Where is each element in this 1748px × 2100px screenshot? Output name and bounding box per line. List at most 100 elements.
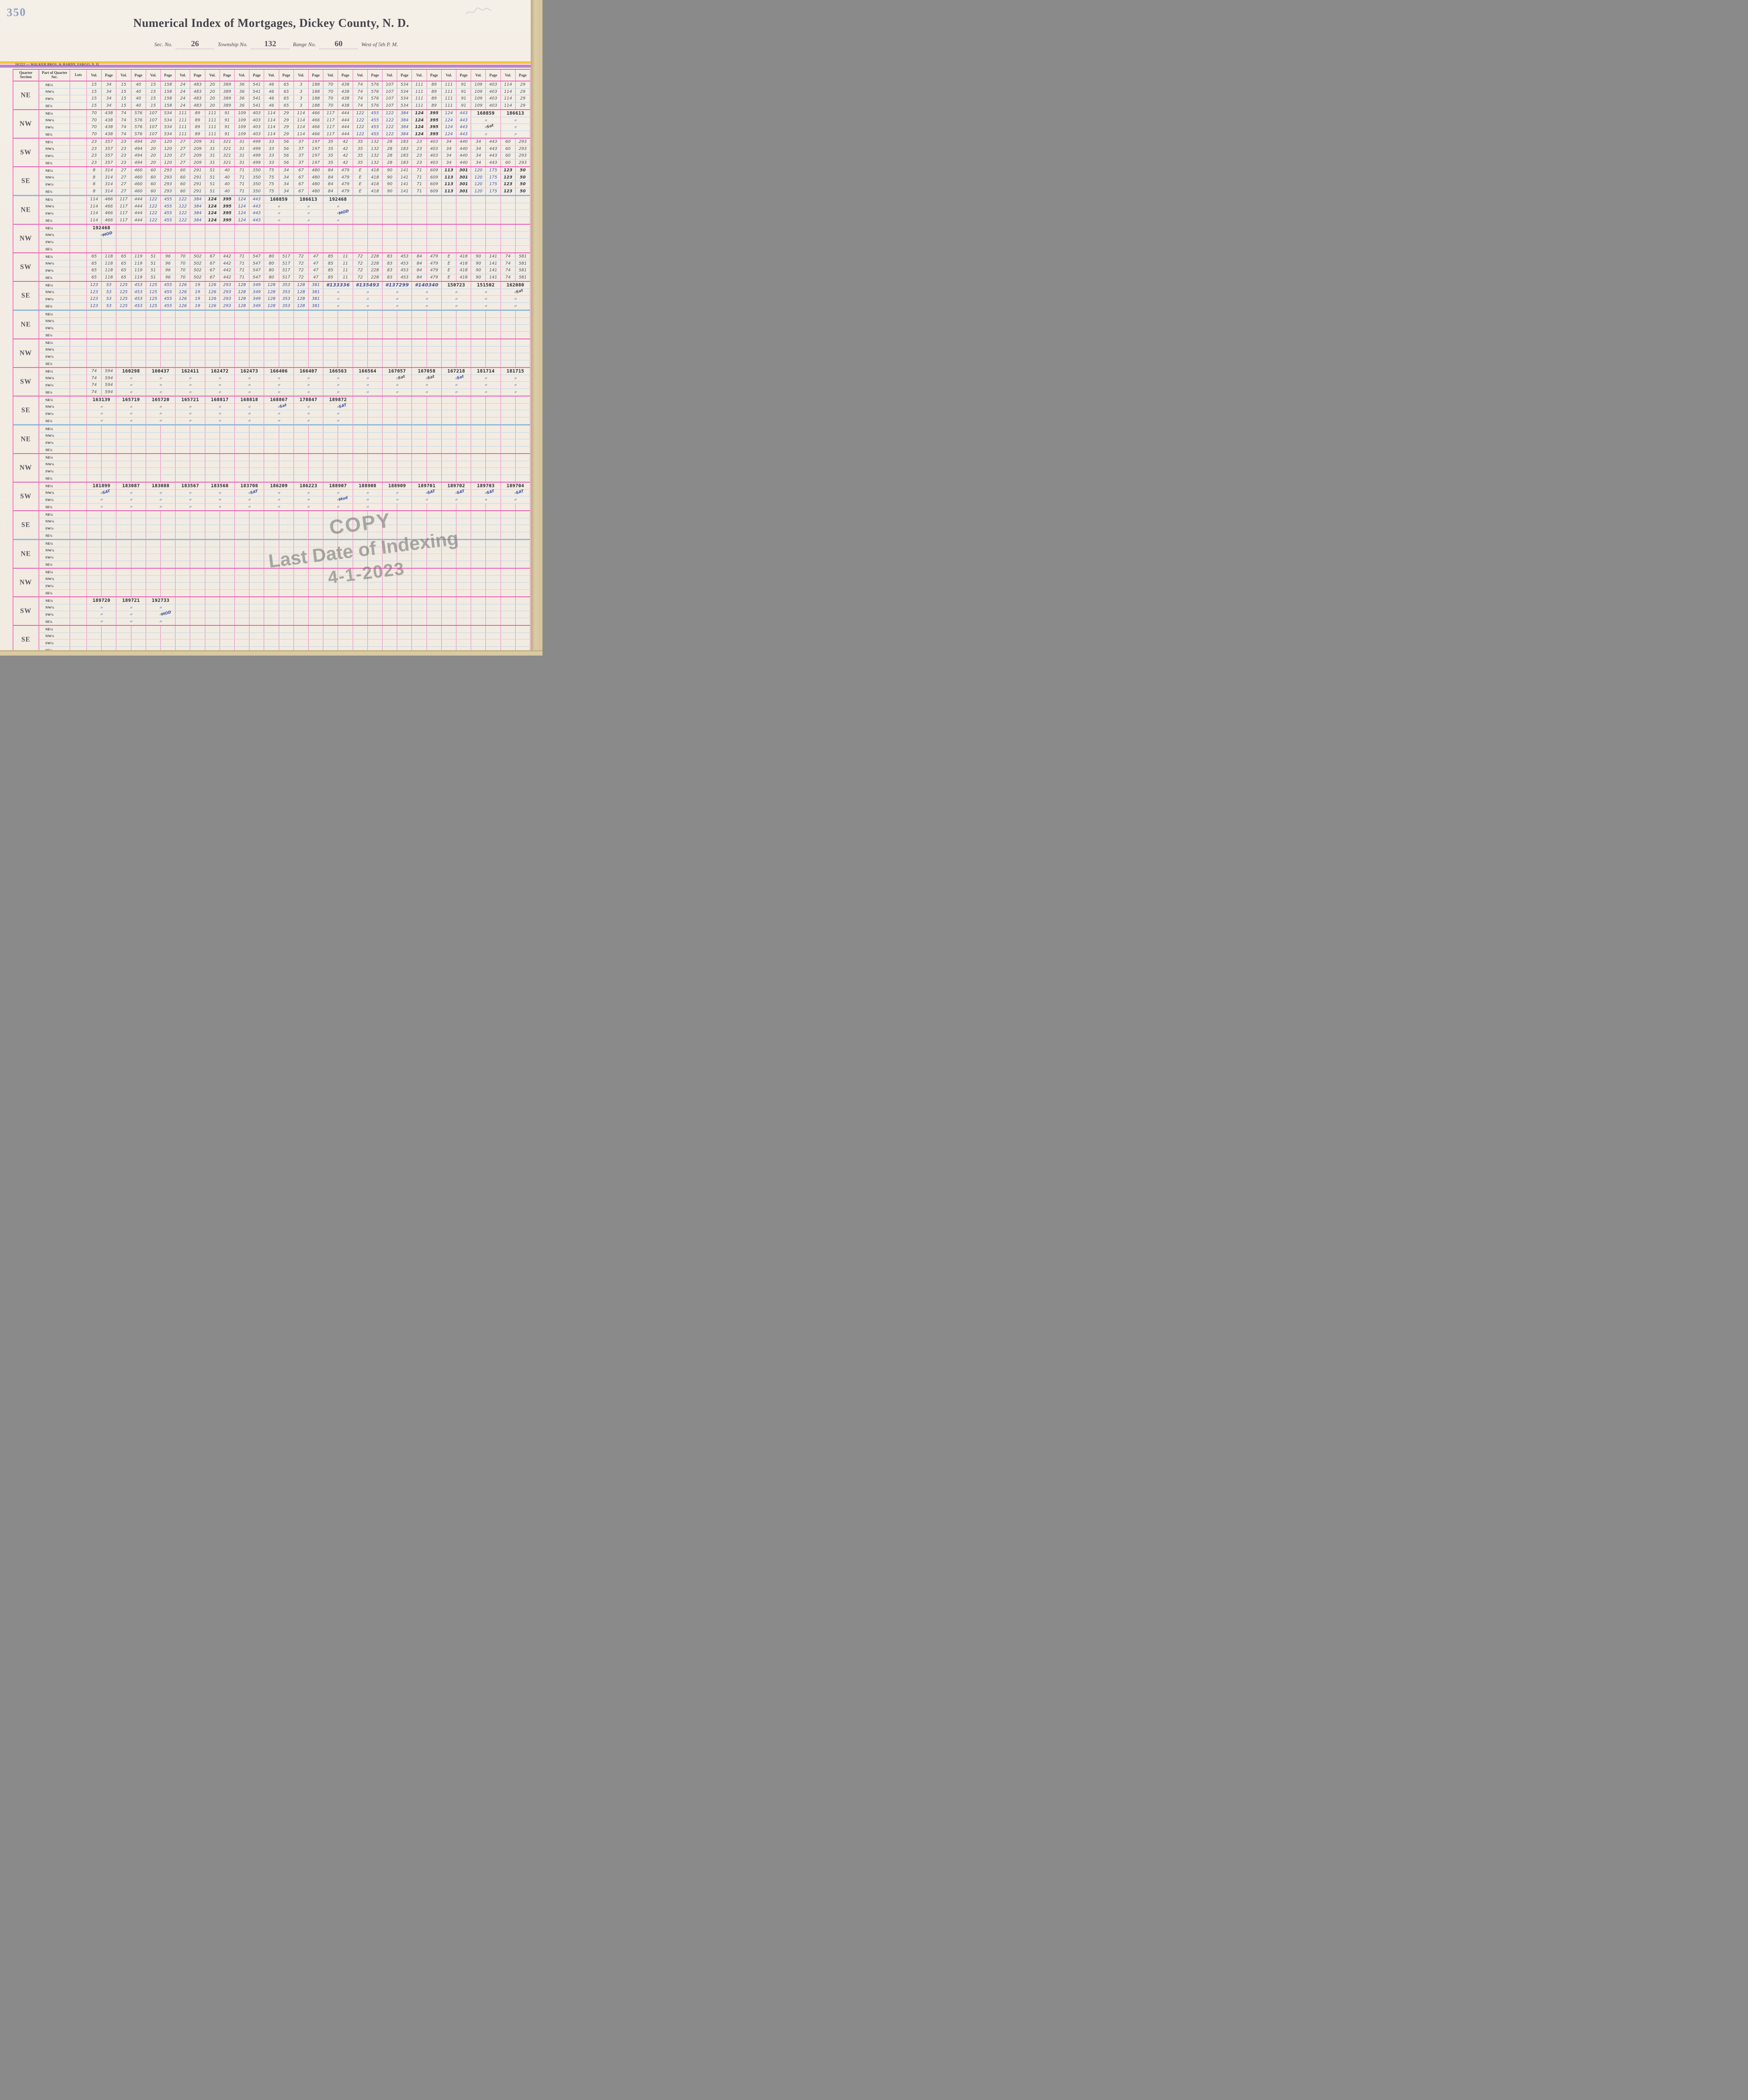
lots-cell [70, 646, 87, 654]
vol-page-cell [412, 468, 442, 475]
lots-cell [70, 95, 87, 102]
vol-page-cell [412, 640, 442, 646]
table-row: NW¼ [39, 547, 531, 554]
page-value: 403 [249, 117, 265, 123]
empty-page-cell [131, 518, 146, 525]
header-vol-page-pair: Vol. Page [205, 70, 235, 81]
vol-page-cell: 189721 [116, 597, 146, 604]
empty-vol-cell [471, 339, 486, 346]
empty-vol-cell [264, 475, 279, 482]
vol-page-cell [501, 525, 531, 532]
vol-page-cell: 181714 [471, 368, 501, 375]
vol-page-cell [205, 597, 235, 604]
empty-vol-cell [146, 318, 161, 324]
stamped-instrument-number: 166564 [353, 368, 383, 375]
page-value: 29 [516, 95, 531, 102]
vol-page-cell [205, 547, 235, 554]
empty-page-cell [309, 318, 324, 324]
vol-page-cell [383, 561, 412, 568]
empty-vol-cell [176, 525, 191, 532]
vol-page-cell [471, 396, 501, 403]
empty-page-cell [309, 346, 324, 353]
empty-vol-cell [294, 611, 309, 618]
table-row: NE¼ 192468 [39, 225, 531, 232]
empty-page-cell [397, 311, 412, 318]
lots-cell [70, 274, 87, 281]
vol-page-cell: 111 91 [442, 102, 472, 109]
table-row: NW¼ [39, 575, 531, 583]
vol-page-cell: 〃 [205, 382, 235, 388]
page-value: 11 [338, 253, 353, 260]
empty-page-cell [368, 439, 383, 446]
empty-page-cell [456, 468, 472, 475]
empty-page-cell [279, 518, 294, 525]
stamped-instrument-number: 189720 [87, 597, 117, 604]
vol-page-cell [501, 618, 531, 625]
vol-value: 90 [383, 174, 398, 181]
empty-page-cell [516, 468, 531, 475]
empty-vol-cell [442, 589, 457, 596]
vol-page-cell [442, 446, 472, 453]
vol-page-cell: 181715 [501, 368, 531, 375]
vol-page-cell: 125 455 [146, 282, 176, 289]
vol-value: 70 [176, 267, 191, 274]
vol-page-cell: 65 119 [116, 253, 146, 260]
vol-page-cell [471, 318, 501, 324]
empty-page-cell [338, 225, 353, 231]
vol-page-cell: 15 40 [116, 102, 146, 109]
vol-page-cell: 70 502 [176, 253, 205, 260]
empty-vol-cell [116, 540, 131, 547]
page-value: 141 [486, 253, 501, 260]
page-value: 502 [190, 260, 205, 267]
empty-page-cell [368, 554, 383, 561]
page-value: 357 [102, 159, 117, 166]
vol-page-cell [235, 325, 265, 331]
quarter-section-block: NW NE¼ NW¼ SW¼ SE¼ [13, 338, 531, 368]
empty-vol-cell [176, 511, 191, 518]
vol-page-cell [353, 461, 383, 467]
vol-page-cell: 80 517 [264, 253, 294, 260]
empty-page-cell [249, 331, 265, 339]
vol-page-cell [353, 646, 383, 654]
vol-page-cell [501, 432, 531, 439]
page-value: 440 [456, 152, 472, 159]
empty-vol-cell [87, 547, 102, 554]
empty-vol-cell [412, 569, 427, 575]
vol-page-cell [501, 561, 531, 568]
vol-value: 128 [235, 302, 250, 310]
page-value: 350 [249, 188, 265, 195]
empty-vol-cell [471, 454, 486, 461]
vol-page-cell [501, 203, 531, 210]
page-value: 479 [427, 260, 442, 267]
vol-page-cell: 〃 [323, 289, 353, 295]
page-value: 444 [338, 110, 353, 117]
empty-vol-cell [235, 575, 250, 582]
empty-vol-cell [235, 633, 250, 639]
empty-page-cell [309, 589, 324, 596]
table-row: SW¼ 123 53 125 453 125 455 126 19 126 293 128 349 128… [39, 296, 531, 303]
empty-vol-cell [412, 196, 427, 203]
vol-page-cell [501, 231, 531, 238]
empty-vol-cell [383, 396, 398, 403]
vol-page-cell [264, 554, 294, 561]
vol-page-cell: 〃 [323, 388, 353, 396]
empty-page-cell [516, 325, 531, 331]
empty-vol-cell [116, 239, 131, 245]
page-value: 19 [190, 302, 205, 310]
vol-value: 60 [176, 167, 191, 174]
ditto-mark: 〃 [383, 375, 412, 381]
empty-page-cell [190, 311, 205, 318]
vol-page-cell: 125 455 [146, 302, 176, 310]
vol-page-cell [205, 318, 235, 324]
vol-page-cell: 150723 [442, 282, 472, 289]
vol-page-cell: 122 384 [176, 196, 205, 203]
vol-page-cell: 128 349 [235, 296, 265, 302]
page-value: 455 [161, 203, 176, 210]
vol-page-cell: 〃 [116, 388, 146, 396]
ditto-mark: 〃 [87, 611, 117, 618]
empty-page-cell [279, 525, 294, 532]
empty-page-cell [427, 618, 442, 625]
vol-page-cell: 〃 [264, 410, 294, 417]
empty-page-cell [486, 325, 501, 331]
empty-page-cell [368, 231, 383, 238]
